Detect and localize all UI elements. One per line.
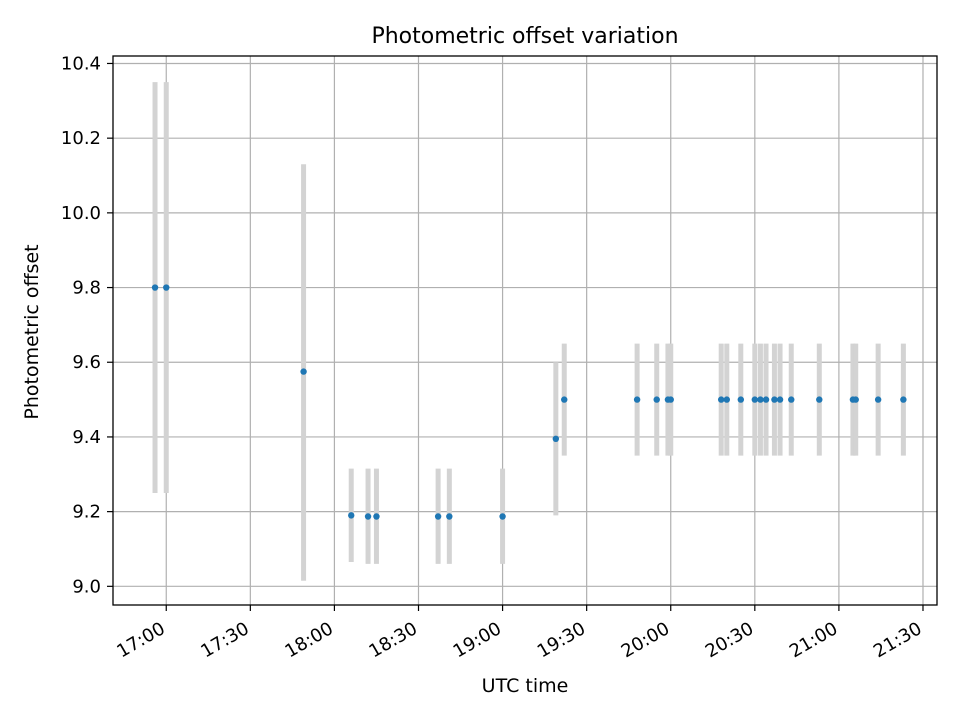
data-point — [163, 284, 170, 291]
x-tick-label: 19:00 — [450, 618, 505, 662]
x-tick-label: 17:00 — [113, 618, 168, 662]
data-point — [737, 396, 745, 403]
error-bars — [152, 82, 906, 581]
data-point — [788, 396, 795, 403]
x-tick-label: 21:30 — [870, 618, 925, 662]
data-point — [667, 396, 674, 403]
data-point — [717, 396, 725, 403]
chart-title: Photometric offset variation — [371, 24, 678, 49]
data-point — [852, 396, 859, 403]
x-tick-label: 20:30 — [702, 618, 757, 662]
data-point — [900, 396, 907, 403]
data-point — [757, 396, 764, 403]
x-axis-ticks: 17:00 17:30 18:00 18:30 19:00 19:30 20:00 20:30… — [113, 605, 925, 662]
y-tick-label: 10.4 — [61, 53, 101, 74]
data-point — [561, 396, 568, 403]
x-tick-label: 18:00 — [281, 618, 336, 662]
x-tick-label: 19:30 — [534, 618, 589, 662]
x-axis-label: UTC time — [482, 675, 569, 697]
data-point — [751, 396, 759, 403]
data-point — [776, 396, 784, 403]
y-tick-label: 10.0 — [61, 203, 101, 224]
data-point — [874, 396, 882, 403]
data-point — [762, 396, 770, 403]
data-points — [151, 284, 907, 520]
data-point — [552, 435, 560, 443]
x-tick-label: 17:30 — [197, 618, 252, 662]
data-point — [300, 368, 307, 375]
y-tick-label: 9.2 — [72, 502, 101, 523]
y-tick-label: 9.0 — [72, 576, 101, 597]
grid — [113, 56, 937, 605]
data-point — [348, 512, 355, 519]
data-point — [771, 396, 778, 403]
y-axis-label: Photometric offset — [21, 244, 43, 419]
y-tick-label: 9.4 — [72, 427, 101, 448]
data-point — [373, 513, 380, 520]
y-tick-label: 9.8 — [72, 278, 101, 299]
data-point — [499, 513, 506, 520]
y-axis-ticks: 9.0 9.2 9.4 9.6 9.8 10.0 10.2 10.4 — [61, 53, 113, 597]
data-point — [434, 513, 442, 520]
data-point — [816, 396, 823, 403]
x-tick-label: 18:30 — [366, 618, 421, 662]
data-point — [723, 396, 730, 403]
data-point — [653, 396, 660, 403]
x-tick-label: 20:00 — [618, 618, 673, 662]
data-point — [364, 513, 372, 520]
y-tick-label: 10.2 — [61, 128, 101, 149]
x-tick-label: 21:00 — [786, 618, 841, 662]
y-tick-label: 9.6 — [72, 352, 101, 373]
data-point — [151, 284, 159, 291]
plot-frame — [112, 55, 938, 606]
data-point — [446, 513, 453, 520]
data-point — [633, 396, 641, 403]
